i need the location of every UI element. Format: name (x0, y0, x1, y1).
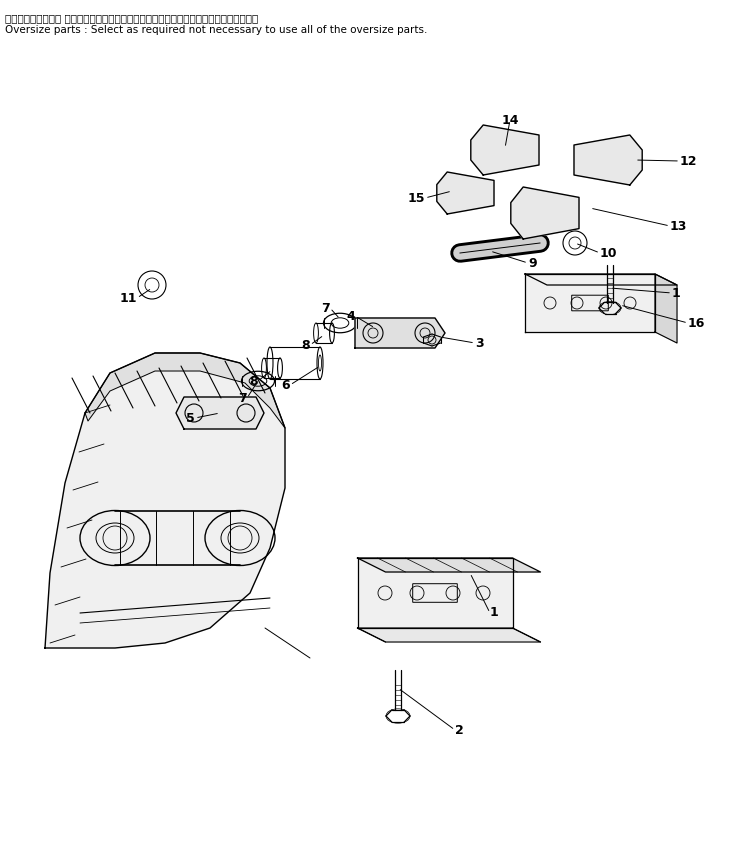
Polygon shape (511, 187, 579, 239)
Polygon shape (574, 135, 643, 185)
Text: 1: 1 (672, 287, 681, 299)
Polygon shape (176, 397, 264, 429)
Text: Oversize parts : Select as required not necessary to use all of the oversize par: Oversize parts : Select as required not … (5, 25, 428, 35)
Polygon shape (355, 318, 445, 348)
Text: 13: 13 (670, 219, 687, 233)
Text: 10: 10 (600, 246, 618, 260)
Text: 9: 9 (528, 256, 537, 270)
Polygon shape (525, 274, 655, 332)
Polygon shape (471, 125, 539, 175)
Text: 8: 8 (250, 374, 258, 388)
Text: オーバサイズ部品： 全点オーバサイズ部品を使用する必要はなく任意に選定して下さい。: オーバサイズ部品： 全点オーバサイズ部品を使用する必要はなく任意に選定して下さい… (5, 13, 258, 23)
Text: 1: 1 (490, 606, 499, 620)
Polygon shape (358, 558, 540, 572)
Text: 7: 7 (238, 391, 247, 405)
Text: 3: 3 (475, 336, 484, 350)
Text: 5: 5 (186, 411, 195, 425)
Polygon shape (45, 353, 285, 648)
Text: 11: 11 (119, 292, 137, 304)
Text: 6: 6 (281, 379, 290, 391)
Polygon shape (358, 628, 540, 642)
Polygon shape (655, 274, 677, 343)
Text: 12: 12 (680, 154, 698, 168)
Text: 2: 2 (455, 723, 464, 737)
Text: 4: 4 (346, 309, 355, 323)
Polygon shape (525, 274, 677, 285)
Text: 14: 14 (501, 114, 519, 126)
Text: 8: 8 (301, 339, 310, 352)
Text: 16: 16 (688, 316, 705, 330)
Polygon shape (85, 353, 285, 428)
Polygon shape (436, 172, 494, 214)
Polygon shape (358, 558, 512, 628)
Text: 15: 15 (408, 191, 425, 205)
Text: 7: 7 (321, 302, 330, 314)
